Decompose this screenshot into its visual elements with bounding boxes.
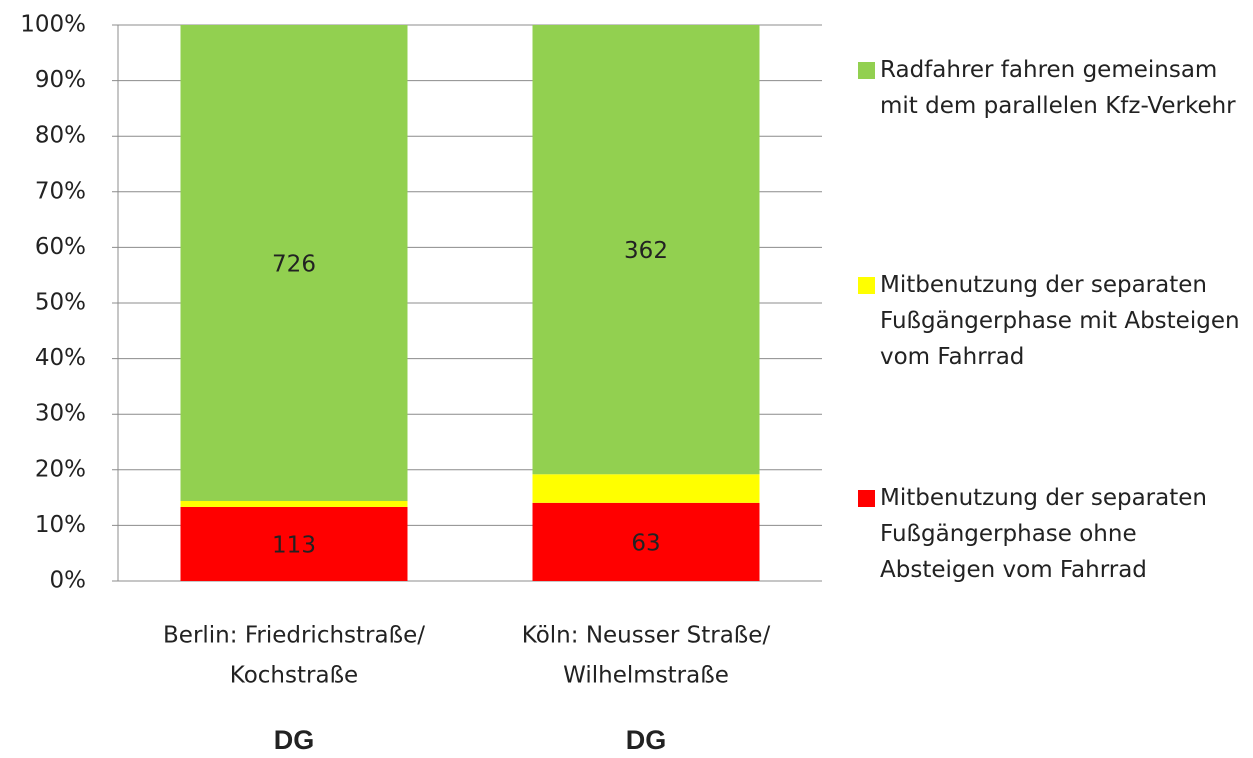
bar-segment	[180, 25, 408, 502]
bar-segment	[532, 474, 760, 503]
legend-label: Mitbenutzung der separaten Fußgängerphas…	[880, 485, 1207, 583]
annotation: DG	[274, 725, 315, 755]
y-tick-label: 100%	[20, 12, 86, 38]
bar-segment	[532, 25, 760, 475]
data-label: 63	[631, 530, 660, 556]
y-tick-label: 10%	[35, 512, 86, 538]
y-tick-label: 50%	[35, 290, 86, 316]
y-tick-label: 0%	[50, 568, 87, 594]
legend-label: Radfahrer fahren gemeinsam mit dem paral…	[880, 57, 1236, 119]
y-tick-label: 60%	[35, 234, 86, 260]
x-tick-label: Wilhelmstraße	[563, 663, 729, 689]
y-tick-label: 90%	[35, 67, 86, 93]
bar-segment	[180, 501, 408, 507]
legend-swatch	[858, 62, 875, 79]
legend-entry: Mitbenutzung der separaten Fußgängerphas…	[852, 267, 1252, 375]
bar-segment	[180, 506, 408, 581]
y-tick-label: 70%	[35, 178, 86, 204]
bar-segment	[532, 502, 760, 581]
legend-swatch	[858, 490, 875, 507]
x-tick-label: Köln: Neusser Straße/	[522, 623, 771, 649]
data-label: 362	[624, 238, 668, 264]
y-tick-label: 20%	[35, 456, 86, 482]
x-tick-label: Berlin: Friedrichstraße/	[163, 623, 425, 649]
data-label: 726	[272, 252, 316, 278]
annotation: DG	[626, 725, 667, 755]
legend-swatch	[858, 277, 875, 294]
data-label: 113	[272, 532, 316, 558]
x-tick-label: Kochstraße	[230, 663, 358, 689]
legend-entry: Mitbenutzung der separaten Fußgängerphas…	[852, 480, 1252, 588]
legend-entry: Radfahrer fahren gemeinsam mit dem paral…	[852, 52, 1252, 124]
legend-label: Mitbenutzung der separaten Fußgängerphas…	[880, 272, 1240, 370]
y-tick-label: 40%	[35, 345, 86, 371]
y-tick-label: 80%	[35, 123, 86, 149]
y-tick-label: 30%	[35, 401, 86, 427]
